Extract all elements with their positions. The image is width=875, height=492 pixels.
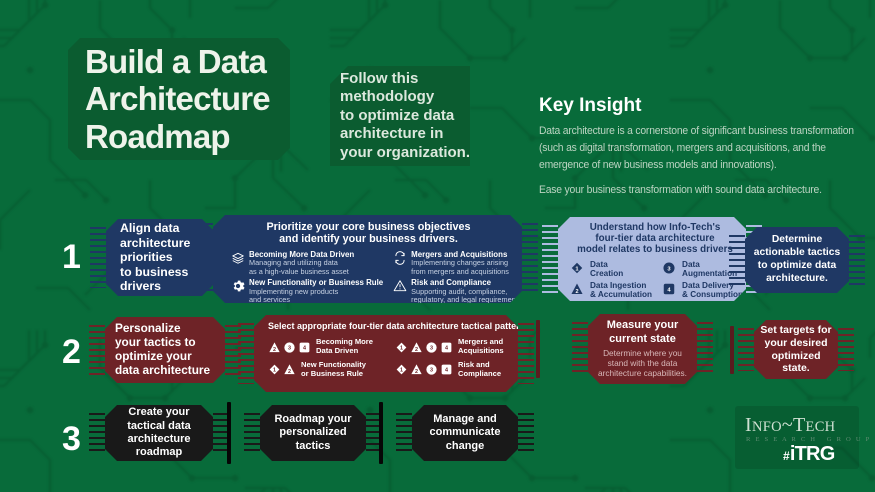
svg-text:3: 3	[430, 368, 433, 374]
svg-text:1: 1	[400, 345, 403, 351]
svg-text:3: 3	[288, 345, 291, 351]
svg-text:2: 2	[575, 289, 578, 295]
svg-text:2: 2	[288, 369, 291, 375]
svg-text:2: 2	[415, 346, 418, 352]
svg-text:3: 3	[430, 345, 433, 351]
svg-text:4: 4	[303, 345, 306, 351]
svg-text:1: 1	[400, 368, 403, 374]
svg-text:2: 2	[415, 369, 418, 375]
svg-text:4: 4	[445, 368, 448, 374]
svg-text:1: 1	[273, 368, 276, 374]
svg-text:2: 2	[273, 346, 276, 352]
svg-text:4: 4	[445, 345, 448, 351]
